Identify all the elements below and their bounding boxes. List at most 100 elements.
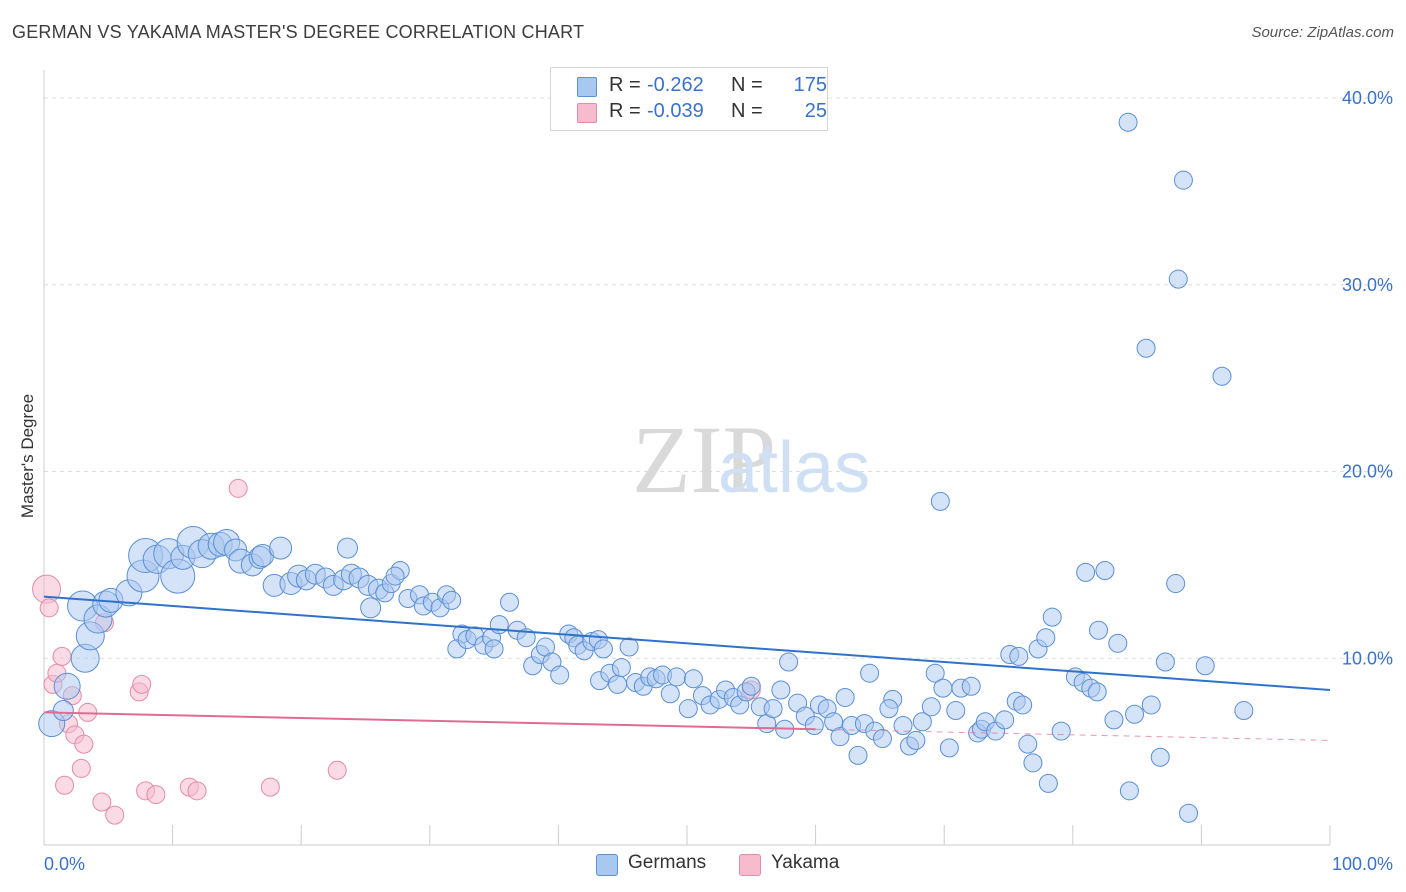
germans-point	[879, 699, 899, 719]
germans-point	[995, 710, 1015, 730]
germans-point	[835, 687, 855, 707]
tick-labels: 10.0% 20.0% 30.0% 40.0% 0.0% 100.0%	[44, 88, 1393, 874]
germans-point	[1155, 652, 1175, 672]
y-tick-label: 10.0%	[1342, 648, 1393, 668]
yakama-swatch	[739, 854, 761, 876]
y-tick-label: 40.0%	[1342, 88, 1393, 108]
germans-point	[860, 663, 880, 683]
germans-point	[619, 637, 639, 657]
germans-swatch	[577, 77, 597, 97]
germans-point	[939, 738, 959, 758]
germans-point	[1009, 646, 1029, 666]
legend-label-germans: Germans	[628, 852, 707, 873]
legend-r-label: R =	[609, 74, 641, 96]
germans-point	[360, 597, 382, 619]
yakama-point	[39, 598, 59, 618]
germans-swatch	[596, 854, 618, 876]
germans-point	[1119, 781, 1139, 801]
germans-point	[848, 745, 868, 765]
germans-point	[667, 667, 687, 687]
germans-point	[336, 537, 358, 559]
yakama-point	[92, 792, 112, 812]
germans-point	[1166, 574, 1186, 594]
legend-r-value: -0.039	[647, 100, 704, 122]
stats-legend: R = -0.262 N = 175 R = -0.039 N = 25	[550, 67, 828, 131]
germans-point	[1051, 721, 1071, 741]
x-tick-label: 100.0%	[1332, 854, 1393, 874]
germans-point	[921, 697, 941, 717]
germans-point	[961, 676, 981, 696]
germans-point	[933, 678, 953, 698]
germans-point	[925, 663, 945, 683]
germans-point	[1018, 734, 1038, 754]
yakama-point	[187, 781, 207, 801]
germans-point	[385, 566, 405, 586]
germans-point	[484, 639, 504, 659]
germans-point	[1141, 695, 1161, 715]
legend-r-label: R =	[609, 100, 641, 122]
germans-point	[1108, 633, 1128, 653]
germans-point	[1195, 656, 1215, 676]
germans-point	[1118, 112, 1138, 132]
germans-point	[1104, 710, 1124, 730]
germans-point	[52, 700, 74, 722]
germans-point	[1179, 803, 1199, 823]
yakama-trend-line	[43, 711, 816, 731]
germans-point	[683, 669, 703, 689]
germans-point	[593, 639, 613, 659]
legend-n-value: 175	[793, 74, 827, 96]
germans-point	[906, 730, 926, 750]
yakama-point	[228, 478, 248, 498]
yakama-points	[32, 478, 761, 825]
watermark-zip: ZIP	[632, 406, 776, 513]
germans-point	[660, 684, 680, 704]
chart-title: GERMAN VS YAKAMA MASTER'S DEGREE CORRELA…	[12, 22, 585, 42]
legend-n-value: 25	[804, 100, 827, 122]
germans-point	[269, 536, 293, 560]
source-label: Source: ZipAtlas.com	[1251, 24, 1394, 41]
y-tick-label: 30.0%	[1342, 275, 1393, 295]
germans-point	[1013, 695, 1033, 715]
germans-point	[912, 712, 932, 732]
germans-point	[1150, 747, 1170, 767]
yakama-point	[146, 785, 166, 805]
yakama-point	[71, 758, 91, 778]
germans-point	[1042, 607, 1062, 627]
yakama-point	[105, 805, 125, 825]
germans-point	[779, 652, 799, 672]
germans-point	[678, 699, 698, 719]
germans-point	[1173, 170, 1193, 190]
legend-n-label: N =	[731, 100, 763, 122]
germans-point	[1136, 338, 1156, 358]
germans-point	[1038, 773, 1058, 793]
yakama-swatch	[577, 103, 597, 123]
germans-point	[930, 491, 950, 511]
germans-point	[1023, 753, 1043, 773]
germans-point	[1076, 562, 1096, 582]
germans-point	[53, 672, 81, 700]
germans-point	[1089, 620, 1109, 640]
germans-point	[946, 701, 966, 721]
yakama-point	[74, 734, 94, 754]
germans-point	[1087, 682, 1107, 702]
germans-point	[1125, 704, 1145, 724]
germans-point	[608, 674, 628, 694]
yakama-point	[132, 674, 152, 694]
germans-point	[804, 715, 824, 735]
germans-point	[872, 729, 892, 749]
y-tick-label: 20.0%	[1342, 462, 1393, 482]
germans-point	[500, 592, 520, 612]
yakama-point	[260, 777, 280, 797]
yakama-point	[52, 646, 72, 666]
germans-point	[611, 658, 631, 678]
germans-point	[442, 590, 462, 610]
germans-point	[1234, 701, 1254, 721]
yakama-point	[327, 760, 347, 780]
legend-r-value: -0.262	[647, 74, 704, 96]
germans-point	[1168, 269, 1188, 289]
germans-points	[38, 112, 1254, 823]
germans-point	[1095, 560, 1115, 580]
germans-point	[1036, 628, 1056, 648]
trend-lines	[43, 595, 1331, 741]
